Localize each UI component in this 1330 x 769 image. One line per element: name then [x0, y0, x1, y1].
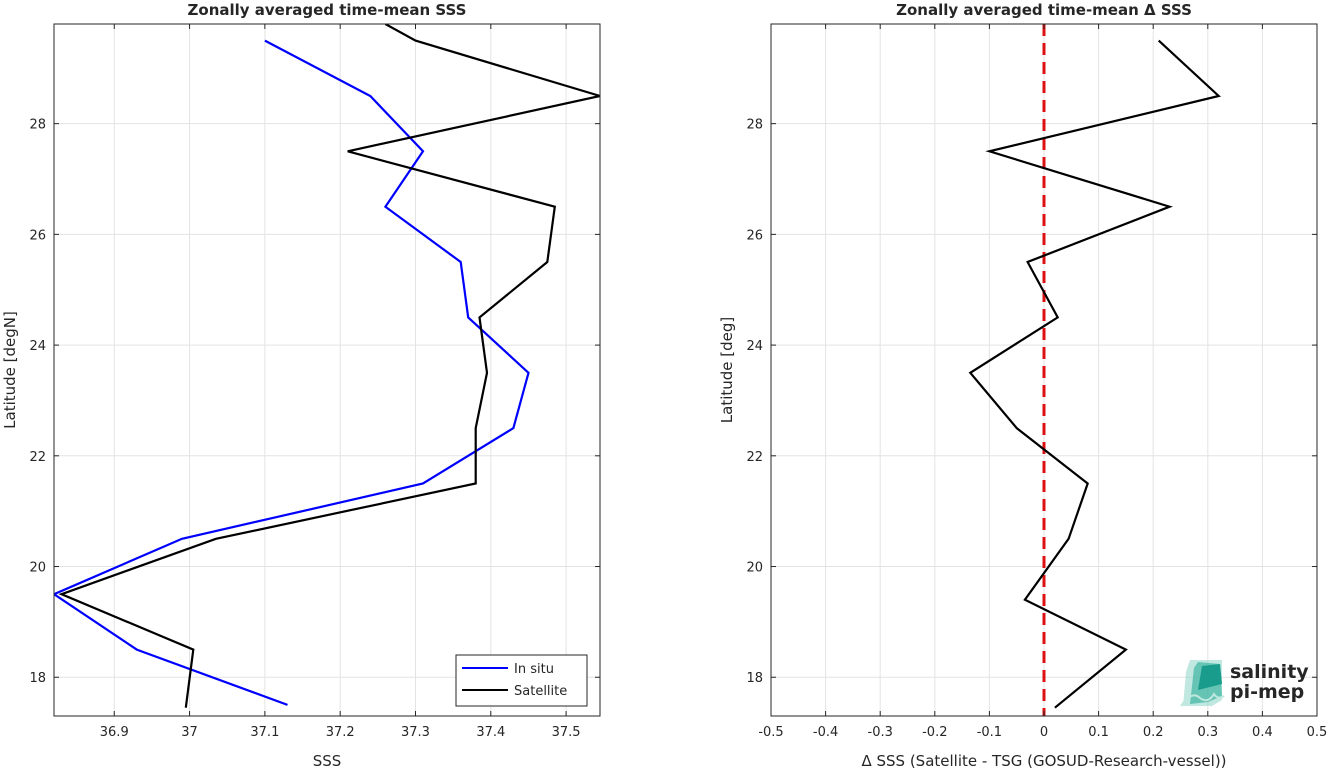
sss-grid: [54, 24, 600, 716]
x-tick-label: -0.1: [977, 725, 1002, 740]
legend-label-in-situ: In situ: [514, 662, 554, 677]
x-tick-label: -0.4: [813, 725, 838, 740]
x-tick-label: 37.3: [401, 725, 430, 740]
sss-plot-frame: [53, 23, 601, 717]
y-tick-label: 22: [746, 450, 763, 465]
sss-y-axis-label: Latitude [degN]: [1, 311, 19, 429]
sss-y-ticks: 18 20 22 24 26 28: [29, 118, 600, 686]
delta-sss-y-axis-label: Latitude [deg]: [718, 317, 736, 423]
wave-logo-icon: [1180, 660, 1225, 707]
delta-sss-y-ticks: 18 20 22 24 26 28: [746, 118, 1317, 686]
x-tick-label: 0.5: [1307, 725, 1328, 740]
delta-sss-x-ticks: -0.5 -0.4 -0.3 -0.2 -0.1 0 0.1 0.2 0.3 0.4 0.5: [758, 24, 1327, 740]
y-tick-label: 18: [746, 671, 763, 686]
delta-sss-x-axis-label: Δ SSS (Satellite - TSG (GOSUD-Research-v…: [861, 752, 1226, 769]
series-line-in-situ: [54, 39, 530, 706]
sss-series: [54, 24, 600, 708]
x-tick-label: 0.4: [1252, 725, 1273, 740]
y-tick-label: 24: [746, 339, 763, 354]
sss-x-axis-label: SSS: [313, 752, 342, 769]
series-line-satellite: [58, 24, 600, 708]
sss-x-ticks: 36.9 37 37.1 37.2 37.3 37.4 37.5: [100, 24, 581, 740]
x-tick-label: 0.2: [1143, 725, 1164, 740]
x-tick-label: 37.2: [326, 725, 355, 740]
sss-legend: In situ Satellite: [455, 654, 588, 707]
y-tick-label: 18: [29, 671, 46, 686]
x-tick-label: -0.5: [758, 725, 783, 740]
legend-label-satellite: Satellite: [514, 684, 567, 699]
y-tick-label: 20: [746, 561, 763, 576]
delta-sss-series: [968, 24, 1221, 716]
y-tick-label: 26: [29, 228, 46, 243]
y-tick-label: 22: [29, 450, 46, 465]
y-tick-label: 28: [29, 118, 46, 133]
x-tick-label: 37.1: [250, 725, 279, 740]
x-tick-label: 0.3: [1197, 725, 1218, 740]
series-line-delta-sss: [968, 39, 1221, 709]
delta-sss-panel: Zonally averaged time-mean Δ SSS -0.5 -0.…: [718, 1, 1327, 769]
x-tick-label: -0.2: [922, 725, 947, 740]
delta-sss-panel-title: Zonally averaged time-mean Δ SSS: [896, 1, 1192, 19]
logo-text-pi-mep: pi-mep: [1230, 681, 1304, 703]
x-tick-label: 0.1: [1088, 725, 1109, 740]
x-tick-label: 37.4: [476, 725, 505, 740]
x-tick-label: 37.5: [552, 725, 581, 740]
sss-panel: Zonally averaged time-mean SSS 36.9 37 37.…: [1, 1, 601, 769]
salinity-pi-mep-logo: salinity pi-mep: [1180, 660, 1309, 707]
y-tick-label: 24: [29, 339, 46, 354]
y-tick-label: 26: [746, 228, 763, 243]
x-tick-label: 37: [181, 725, 198, 740]
y-tick-label: 28: [746, 118, 763, 133]
sss-legend-box: [455, 654, 588, 707]
x-tick-label: -0.3: [868, 725, 893, 740]
x-tick-label: 0: [1040, 725, 1048, 740]
logo-text-salinity: salinity: [1230, 661, 1309, 683]
y-tick-label: 20: [29, 561, 46, 576]
sss-panel-title: Zonally averaged time-mean SSS: [188, 1, 467, 19]
x-tick-label: 36.9: [100, 725, 129, 740]
